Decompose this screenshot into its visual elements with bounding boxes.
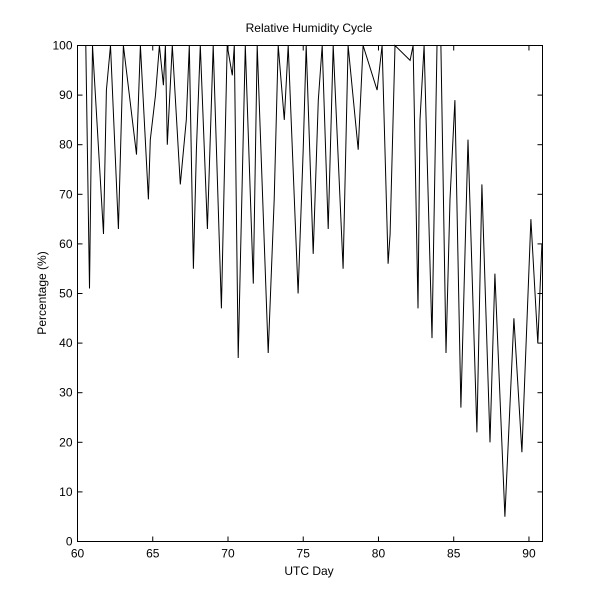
x-tick-label: 65 xyxy=(146,547,160,561)
x-tick-label: 90 xyxy=(522,547,536,561)
x-tick-label: 85 xyxy=(447,547,461,561)
y-axis-label: Percentage (%) xyxy=(35,251,49,334)
x-axis-label: UTC Day xyxy=(284,564,333,578)
y-tick-label: 50 xyxy=(59,287,73,301)
series-line xyxy=(85,44,543,517)
y-tick-label: 80 xyxy=(59,138,73,152)
y-tick-label: 100 xyxy=(52,39,72,53)
x-tick-label: 60 xyxy=(71,547,85,561)
plot-frame xyxy=(77,45,543,542)
chart-title: Relative Humidity Cycle xyxy=(246,21,373,35)
y-tick-label: 70 xyxy=(59,187,73,201)
y-tick-label: 20 xyxy=(59,435,73,449)
x-tick-label: 70 xyxy=(221,547,235,561)
x-tick-label: 75 xyxy=(297,547,311,561)
axis-ticks: 60 65 70 75 80 85 90 0 10 20 30 40 50 60 70 80 90 100 xyxy=(52,39,543,561)
x-tick-label: 80 xyxy=(372,547,386,561)
y-tick-label: 90 xyxy=(59,88,73,102)
y-tick-label: 30 xyxy=(59,386,73,400)
y-tick-label: 40 xyxy=(59,336,73,350)
y-tick-label: 0 xyxy=(66,535,73,549)
y-tick-label: 10 xyxy=(59,485,73,499)
y-tick-label: 60 xyxy=(59,237,73,251)
